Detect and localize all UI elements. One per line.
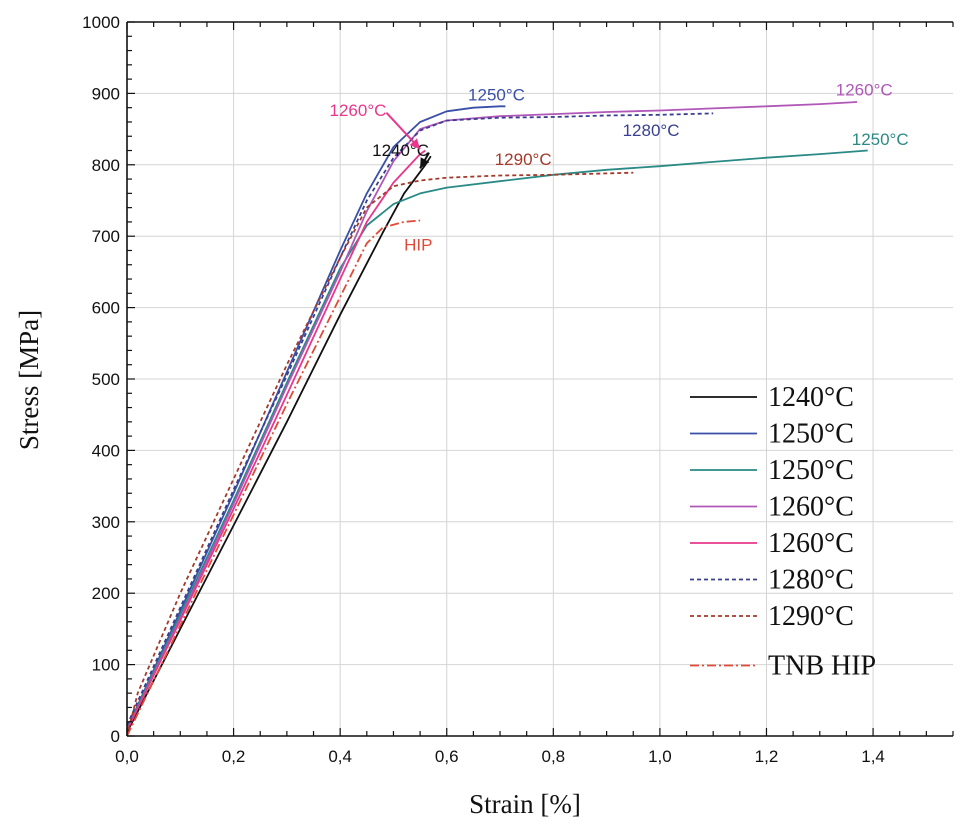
legend-label: 1250°C (768, 455, 854, 486)
y-tick-label: 400 (92, 441, 120, 460)
annotation-label: 1280°C (623, 121, 680, 140)
annotation-label: HIP (404, 235, 432, 254)
legend-label: 1290°C (768, 601, 854, 632)
legend-label: 1240°C (768, 382, 854, 413)
y-tick-label: 500 (92, 370, 120, 389)
x-axis-title: Strain [%] (469, 789, 581, 819)
x-tick-label: 0,0 (115, 747, 139, 766)
legend-label: 1260°C (768, 528, 854, 559)
y-tick-label: 700 (92, 227, 120, 246)
series-line-1 (126, 155, 432, 733)
y-axis-title: Stress [MPa] (14, 310, 44, 450)
legend-label: 1280°C (768, 565, 854, 596)
annotation-label: 1240°C (372, 141, 429, 160)
x-tick-label: 0,2 (222, 747, 246, 766)
annotation-arrow-head (420, 157, 430, 169)
series-line-4 (126, 101, 858, 731)
y-tick-label: 900 (92, 84, 120, 103)
y-tick-label: 0 (111, 727, 120, 746)
series-line-8 (126, 219, 421, 737)
x-tick-label: 0,8 (542, 747, 566, 766)
legend-label: 1260°C (768, 492, 854, 523)
annotation-label: 1260°C (330, 101, 387, 120)
legend-label: 1250°C (768, 419, 854, 450)
annotation-label: 1250°C (468, 86, 525, 105)
y-tick-label: 300 (92, 513, 120, 532)
x-tick-label: 0,4 (328, 747, 352, 766)
series-line-5 (126, 149, 426, 731)
y-tick-label: 600 (92, 299, 120, 318)
annotation-arrow-head (409, 138, 421, 150)
series-line-2 (126, 105, 506, 730)
series-line-7 (126, 171, 634, 737)
x-tick-label: 1,4 (861, 747, 885, 766)
annotations: 1240°C 1260°C 1250°C 1280°C 1290°C HIP 1260°C 1… (330, 81, 909, 255)
y-tick-label: 800 (92, 156, 120, 175)
legend-label: TNB HIP (768, 651, 876, 682)
grid (126, 21, 953, 737)
series-lines (126, 101, 868, 737)
x-tick-label: 0,6 (435, 747, 459, 766)
legend: 1240°C 1250°C 1250°C 1260°C 1260°C 1280°C 1290… (690, 382, 876, 682)
annotation-label: 1290°C (495, 150, 552, 169)
series-line-6 (126, 112, 714, 726)
x-tick-label: 1,0 (648, 747, 672, 766)
y-tick-label: 1000 (82, 13, 120, 32)
annotation-label: 1250°C (852, 130, 909, 149)
x-tick-label: 1,2 (755, 747, 779, 766)
y-tick-label: 100 (92, 656, 120, 675)
annotation-label: 1260°C (836, 81, 893, 100)
series-line-3 (126, 149, 868, 730)
y-tick-label: 200 (92, 584, 120, 603)
axes: 0,0 0,2 0,4 0,6 0,8 1,0 1,2 1,4 0 100 200 300 400 500… (82, 13, 954, 766)
